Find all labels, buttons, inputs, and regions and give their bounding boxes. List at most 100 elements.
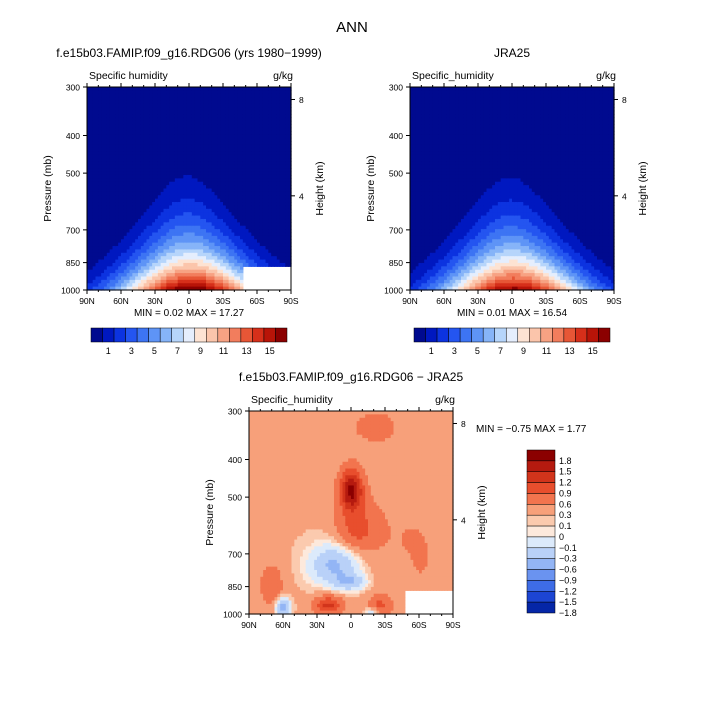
field-cell xyxy=(265,202,269,207)
field-cell xyxy=(177,137,182,142)
field-cell xyxy=(152,195,156,200)
field-cell xyxy=(126,235,131,240)
field-cell xyxy=(279,90,284,95)
field-cell xyxy=(410,151,414,156)
field-cell xyxy=(121,256,125,261)
field-cell xyxy=(225,154,230,159)
field-cell xyxy=(157,107,162,112)
field-cell xyxy=(240,279,244,284)
field-cell xyxy=(146,103,150,108)
field-cell xyxy=(288,161,292,166)
field-cell xyxy=(87,283,91,288)
field-cell xyxy=(177,110,182,115)
field-cell xyxy=(206,151,210,156)
field-cell xyxy=(257,215,261,220)
field-cell xyxy=(214,273,218,278)
field-cell xyxy=(123,103,128,108)
field-cell xyxy=(223,158,227,163)
field-cell xyxy=(276,144,281,149)
field-cell xyxy=(135,276,139,281)
panel-model: 90N 60N 30N 0 30S 60S 90S300400500700850100084… xyxy=(42,46,326,356)
field-cell xyxy=(223,181,227,186)
field-cell xyxy=(214,205,218,210)
field-cell xyxy=(186,154,190,159)
field-cell xyxy=(285,205,289,210)
field-cell xyxy=(274,124,278,129)
field-cell xyxy=(104,269,108,274)
field-cell xyxy=(225,188,230,193)
field-cell xyxy=(180,161,184,166)
field-cell xyxy=(87,144,91,149)
field-cell xyxy=(211,266,216,271)
field-cell xyxy=(186,151,190,156)
field-cell xyxy=(126,168,131,173)
field-cell xyxy=(285,141,289,146)
field-cell xyxy=(112,107,116,112)
field-cell xyxy=(126,262,131,267)
field-cell xyxy=(245,218,250,223)
field-cell xyxy=(228,222,233,227)
field-cell xyxy=(223,188,227,193)
field-cell xyxy=(245,90,250,95)
field-cell xyxy=(152,279,156,284)
field-cell xyxy=(248,198,252,203)
field-cell xyxy=(288,249,292,254)
field-cell xyxy=(237,171,241,176)
field-cell xyxy=(265,195,269,200)
field-cell xyxy=(152,124,156,129)
field-cell xyxy=(177,239,182,244)
field-cell xyxy=(98,127,102,132)
field-cell xyxy=(242,252,247,257)
field-cell xyxy=(259,154,264,159)
field-cell xyxy=(197,154,201,159)
field-cell xyxy=(234,242,238,247)
field-cell xyxy=(183,114,187,119)
field-cell xyxy=(223,90,227,95)
field-cell xyxy=(265,205,269,210)
field-cell xyxy=(245,144,250,149)
field-cell xyxy=(166,137,170,142)
field-cell xyxy=(132,158,136,163)
field-cell xyxy=(191,144,196,149)
field-cell xyxy=(121,107,125,112)
field-cell xyxy=(169,215,173,220)
field-cell xyxy=(89,107,94,112)
field-cell xyxy=(245,164,250,169)
field-cell xyxy=(265,215,269,220)
field-cell xyxy=(174,242,179,247)
field-cell xyxy=(208,120,213,125)
field-cell xyxy=(106,147,111,152)
field-cell xyxy=(200,266,204,271)
field-cell xyxy=(163,103,167,108)
field-cell xyxy=(174,222,179,227)
field-cell xyxy=(410,124,414,129)
field-cell xyxy=(146,202,150,207)
field-cell xyxy=(412,97,417,102)
field-cell xyxy=(214,144,218,149)
field-cell xyxy=(268,215,272,220)
field-cell xyxy=(211,215,216,220)
field-cell xyxy=(135,130,139,135)
field-cell xyxy=(245,256,250,261)
field-cell xyxy=(265,181,269,186)
field-cell xyxy=(271,137,275,142)
field-cell xyxy=(104,252,108,257)
field-cell xyxy=(98,269,102,274)
field-cell xyxy=(228,286,233,291)
field-cell xyxy=(194,124,199,129)
field-cell xyxy=(118,107,122,112)
field-cell xyxy=(225,286,230,291)
field-cell xyxy=(203,185,207,190)
field-cell xyxy=(194,87,199,91)
field-cell xyxy=(223,147,227,152)
field-cell xyxy=(104,114,108,119)
field-cell xyxy=(112,202,116,207)
field-cell xyxy=(138,279,142,284)
field-cell xyxy=(92,103,97,108)
field-cell xyxy=(231,205,235,210)
field-cell xyxy=(214,232,218,237)
field-cell xyxy=(155,286,159,291)
field-cell xyxy=(112,252,116,257)
field-cell xyxy=(220,114,224,119)
field-cell xyxy=(101,249,105,254)
